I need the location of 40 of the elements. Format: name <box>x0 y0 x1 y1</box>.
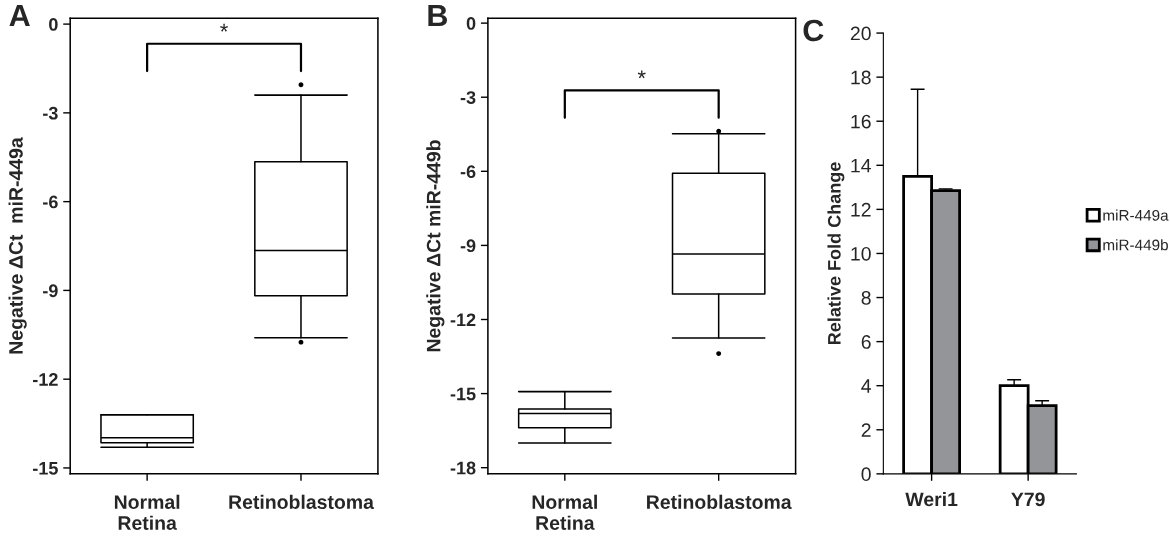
annotation: * <box>220 23 229 32</box>
y-tick-label: -6 <box>43 195 58 209</box>
y-tick-label: 6 <box>861 335 871 349</box>
y-tick-label: -9 <box>43 284 58 298</box>
y-tick-label: 8 <box>861 291 871 305</box>
x-tick-label: Normal Retina <box>114 494 180 530</box>
y-tick-label: -15 <box>450 387 476 401</box>
chart-title: B <box>428 5 448 27</box>
y-tick-label: 0 <box>861 467 871 482</box>
y-tick-label: -15 <box>33 462 58 475</box>
y-axis-title: Relative Fold Change <box>827 162 845 345</box>
chart-title: C <box>803 19 824 42</box>
chart-title: A <box>9 5 30 27</box>
y-tick-label: 2 <box>861 423 871 437</box>
y-tick-label: 0 <box>49 18 58 31</box>
y-tick-label: -9 <box>460 239 476 253</box>
y-tick-label: -12 <box>450 313 476 327</box>
y-tick-label: 4 <box>861 379 871 393</box>
y-tick-label: -3 <box>460 91 476 104</box>
x-tick-label: Retinoblastoma <box>229 494 375 509</box>
x-tick-label: Y79 <box>1011 492 1045 507</box>
y-tick-label: -18 <box>450 461 476 475</box>
y-tick-label: 12 <box>851 202 871 217</box>
x-tick-label: Weri1 <box>905 491 958 507</box>
y-axis-title: Negative ΔCt miR-449b <box>426 140 445 352</box>
annotation: * <box>637 70 646 79</box>
y-axis-title: Negative ΔCt miR-449a <box>8 137 27 354</box>
y-tick-label: 0 <box>466 17 476 30</box>
y-tick-label: 20 <box>850 26 871 41</box>
y-tick-label: 18 <box>851 70 871 85</box>
y-tick-label: 16 <box>851 114 871 129</box>
y-tick-label: -12 <box>33 373 58 386</box>
legend-label: miR-449a <box>1103 209 1169 221</box>
legend-label: miR-449b <box>1103 239 1168 251</box>
x-tick-label: Retinoblastoma <box>647 494 792 509</box>
x-tick-label: Normal Retina <box>532 494 597 530</box>
y-tick-label: -6 <box>460 165 476 179</box>
y-tick-label: 14 <box>851 158 871 173</box>
y-tick-label: -3 <box>43 106 58 120</box>
y-tick-label: 10 <box>851 246 871 261</box>
